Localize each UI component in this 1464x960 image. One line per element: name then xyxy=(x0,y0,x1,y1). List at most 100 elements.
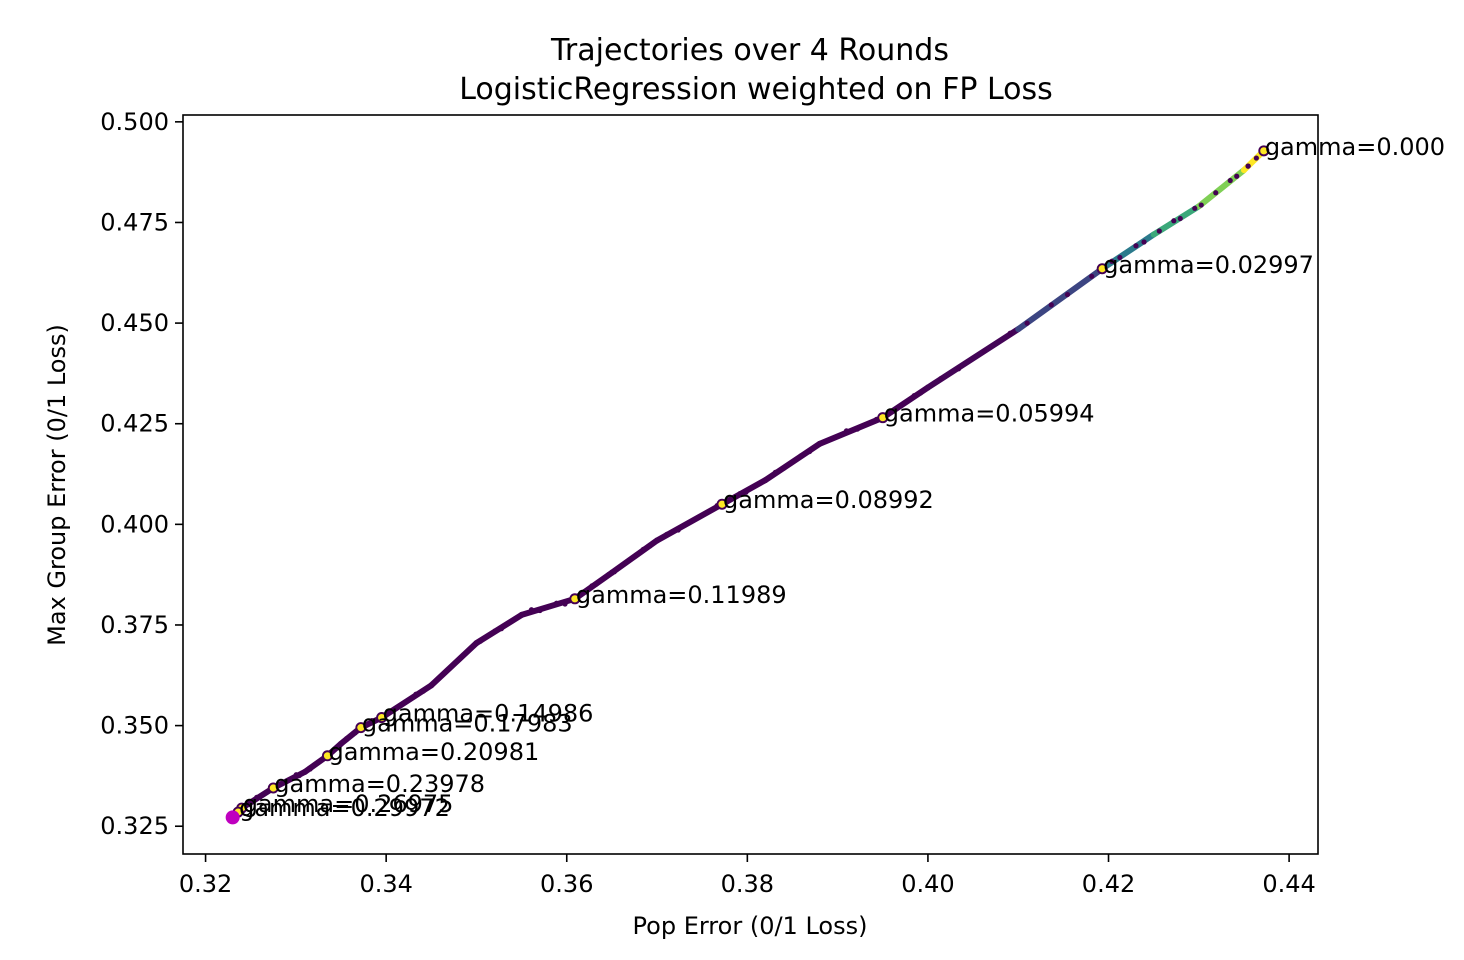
gamma-annotation: gamma=0.08992 xyxy=(723,486,934,514)
trajectory-point xyxy=(772,469,778,475)
trajectory-point xyxy=(336,742,342,748)
trajectory-point xyxy=(918,390,924,396)
trajectory-point xyxy=(442,670,448,676)
trajectory-point xyxy=(981,348,987,354)
trajectory-point xyxy=(843,428,850,434)
trajectory-point xyxy=(1064,291,1071,298)
trajectory-point xyxy=(1133,243,1139,249)
gamma-annotation: gamma=0.26975 xyxy=(243,790,454,818)
trajectory-point xyxy=(1141,239,1147,245)
trajectory-point xyxy=(824,437,831,444)
gamma-marker xyxy=(1260,147,1268,155)
trajectory-point xyxy=(675,527,681,533)
trajectory-point xyxy=(257,794,263,800)
trajectory-point xyxy=(593,581,600,587)
gamma-marker xyxy=(718,500,726,508)
trajectory-point xyxy=(1245,163,1251,169)
trajectory-point xyxy=(695,515,701,521)
gamma-annotation: gamma=0.23978 xyxy=(274,770,485,798)
gamma-annotation: gamma=0.000 xyxy=(1265,133,1445,161)
y-tick-label: 0.450 xyxy=(100,309,169,337)
trajectory-point xyxy=(1213,190,1219,196)
y-tick-label: 0.350 xyxy=(100,712,169,740)
x-tick-label: 0.34 xyxy=(359,870,412,898)
gamma-marker xyxy=(879,414,887,422)
trajectory-point xyxy=(737,490,743,497)
trajectory-point xyxy=(369,720,375,726)
trajectory-point xyxy=(938,376,944,382)
trajectory-point xyxy=(757,480,763,486)
trajectory-point xyxy=(456,656,463,662)
gamma-annotation: gamma=0.20981 xyxy=(328,738,539,766)
trajectory-point xyxy=(854,426,861,432)
trajectory-point xyxy=(1007,330,1013,336)
trajectory-point xyxy=(781,465,787,471)
trajectory-point xyxy=(492,628,498,634)
y-axis-ticks: 0.325 0.350 0.375 0.400 0.425 0.450 0.475 0.500 xyxy=(100,108,183,840)
trajectory-point xyxy=(1089,273,1095,279)
y-tick-label: 0.475 xyxy=(100,208,169,236)
trajectory-point xyxy=(606,571,612,577)
trajectory-point xyxy=(1234,173,1240,179)
trajectory-point xyxy=(1024,320,1030,326)
axes-frame xyxy=(182,114,1319,855)
gamma-marker xyxy=(269,784,277,792)
y-tick-label: 0.500 xyxy=(100,108,169,136)
trajectory-segment xyxy=(762,440,823,484)
trajectory-point xyxy=(471,642,477,648)
trajectory-point xyxy=(798,453,804,459)
y-tick-label: 0.375 xyxy=(100,611,169,639)
trajectory-point xyxy=(1192,205,1198,211)
trajectory-point xyxy=(296,772,302,779)
trajectory-point xyxy=(743,489,749,495)
chart-title: Trajectories over 4 Rounds xyxy=(550,33,949,68)
trajectory-point xyxy=(626,557,632,564)
trajectory-point xyxy=(1171,218,1177,224)
gamma-marker xyxy=(1098,265,1106,273)
trajectory-point xyxy=(589,583,595,589)
trajectory-point xyxy=(435,675,442,682)
trajectory-point xyxy=(640,546,646,552)
gamma-marker xyxy=(323,752,332,760)
trajectory-point xyxy=(1156,228,1162,234)
y-axis-label: Max Group Error (0/1 Loss) xyxy=(43,324,71,646)
trajectory-point xyxy=(477,638,484,644)
trajectory-point xyxy=(897,403,903,409)
trajectory-point xyxy=(316,759,322,765)
gamma-annotation: gamma=0.29972 xyxy=(239,794,450,822)
trajectory-point xyxy=(955,366,962,372)
trajectory-segment xyxy=(1015,265,1106,333)
x-axis-ticks: 0.32 0.34 0.36 0.38 0.40 0.42 0.44 xyxy=(179,854,1316,898)
y-tick-label: 0.325 xyxy=(100,812,169,840)
gamma-annotation: gamma=0.11989 xyxy=(576,581,787,609)
trajectory-point xyxy=(344,736,350,742)
trajectory-point xyxy=(1109,258,1115,264)
y-tick-label: 0.400 xyxy=(100,510,169,538)
trajectory-point xyxy=(562,601,568,607)
marker-layer xyxy=(225,145,1270,825)
trajectory-point xyxy=(352,730,358,736)
trajectory-point xyxy=(1253,155,1259,161)
x-tick-label: 0.36 xyxy=(540,870,593,898)
trajectory-point xyxy=(513,615,519,622)
trajectory-segment xyxy=(518,595,578,618)
trajectory-point xyxy=(1117,254,1123,261)
chart-subtitle: LogisticRegression weighted on FP Loss xyxy=(459,72,1053,107)
gamma-annotation: gamma=0.05994 xyxy=(884,400,1095,428)
x-tick-label: 0.44 xyxy=(1262,870,1315,898)
trajectory-point xyxy=(553,600,560,606)
trajectory-point xyxy=(307,766,313,772)
trajectory-point xyxy=(537,607,543,614)
trajectory-point xyxy=(807,448,813,455)
y-tick-label: 0.425 xyxy=(100,410,169,438)
trajectory-segment xyxy=(816,414,886,447)
final-point xyxy=(225,810,240,825)
trajectory-point xyxy=(664,531,670,537)
gamma-marker xyxy=(378,713,386,722)
x-axis-label: Pop Error (0/1 Loss) xyxy=(633,912,868,940)
trajectory-point xyxy=(420,688,427,694)
trajectory-point xyxy=(282,779,288,785)
trajectory-point xyxy=(528,607,535,613)
annotation-layer: gamma=0.000 gamma=0.02997 gamma=0.05994 gam… xyxy=(239,133,1445,822)
x-tick-label: 0.42 xyxy=(1082,870,1135,898)
